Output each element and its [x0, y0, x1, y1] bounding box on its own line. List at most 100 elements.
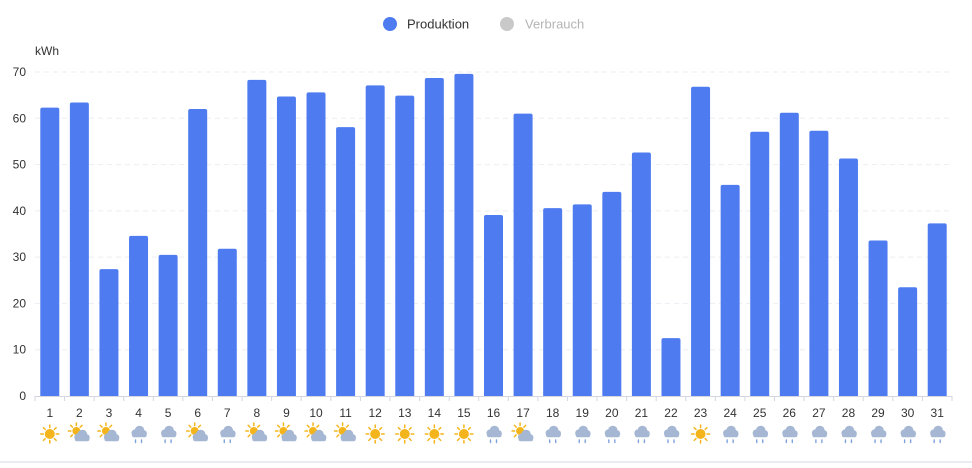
- rain-icon: [131, 425, 147, 444]
- bar-day-6[interactable]: [188, 109, 208, 397]
- x-tick-label: 4: [135, 406, 142, 420]
- y-tick-label: 40: [13, 204, 27, 218]
- x-tick-label: 22: [664, 406, 678, 420]
- bar-day-27[interactable]: [809, 130, 829, 397]
- x-tick-label: 1: [46, 406, 53, 420]
- y-axis-label: kWh: [35, 44, 59, 58]
- bar-day-28[interactable]: [838, 158, 858, 396]
- x-tick-label: 10: [309, 406, 323, 420]
- sun-cloud-icon: [274, 422, 297, 442]
- rain-icon: [545, 425, 562, 444]
- legend-item-produktion[interactable]: Produktion: [383, 17, 469, 32]
- legend-marker-verbrauch: [500, 17, 514, 31]
- x-tick-label: 15: [457, 406, 471, 420]
- x-tick-label: 2: [76, 406, 83, 420]
- y-axis-ticks: 0 10 20 30 40 50 60 70: [13, 65, 27, 403]
- legend-marker-produktion: [383, 17, 397, 31]
- x-tick-label: 28: [842, 406, 856, 420]
- bar-day-9[interactable]: [276, 96, 296, 396]
- rain-icon: [841, 425, 857, 444]
- x-tick-label: 8: [254, 406, 261, 420]
- bar-day-13[interactable]: [395, 95, 415, 396]
- y-tick-label: 20: [13, 296, 27, 310]
- bar-day-4[interactable]: [129, 235, 149, 396]
- bar-day-2[interactable]: [69, 102, 89, 396]
- rain-icon: [752, 425, 769, 444]
- x-axis: [34, 396, 953, 401]
- legend-label-produktion: Produktion: [407, 17, 469, 32]
- x-tick-label: 31: [931, 406, 945, 420]
- bar-day-11[interactable]: [336, 127, 356, 396]
- bar-day-16[interactable]: [484, 215, 503, 396]
- bar-day-7[interactable]: [217, 248, 237, 396]
- bar-day-15[interactable]: [454, 73, 474, 396]
- x-tick-label: 30: [901, 406, 915, 420]
- bar-day-24[interactable]: [720, 184, 740, 396]
- y-tick-label: 50: [13, 158, 27, 172]
- rain-icon: [161, 425, 177, 444]
- rain-icon: [486, 425, 502, 444]
- sun-cloud-icon: [185, 422, 209, 442]
- sun-icon: [40, 424, 60, 444]
- bar-day-30[interactable]: [898, 287, 918, 396]
- rain-icon: [634, 425, 650, 444]
- sun-cloud-icon: [245, 422, 268, 442]
- legend-label-verbrauch: Verbrauch: [525, 17, 584, 32]
- bar-day-25[interactable]: [750, 131, 770, 397]
- sun-icon: [424, 424, 445, 444]
- x-tick-label: 5: [165, 406, 172, 420]
- x-tick-label: 6: [194, 406, 201, 420]
- sun-icon: [454, 424, 474, 444]
- bar-day-20[interactable]: [602, 191, 622, 396]
- bar-day-8[interactable]: [247, 79, 267, 397]
- x-tick-label: 12: [368, 406, 382, 420]
- x-tick-label: 7: [224, 406, 231, 420]
- weather-icons: [40, 422, 946, 444]
- x-axis-labels: 1 2 3 4 5 6 7 8 9 10 11 12 13 14 15 16 17 18 19 20 21 22 23 24 2…: [46, 406, 944, 420]
- bar-day-26[interactable]: [779, 112, 799, 396]
- sun-icon: [365, 424, 385, 444]
- x-tick-label: 26: [783, 406, 797, 420]
- x-tick-label: 17: [516, 406, 530, 420]
- x-tick-label: 19: [576, 406, 590, 420]
- sun-cloud-icon: [511, 422, 534, 442]
- rain-icon: [900, 425, 917, 444]
- rain-icon: [663, 425, 680, 444]
- x-tick-label: 14: [428, 406, 442, 420]
- bottom-divider: [0, 461, 972, 463]
- x-tick-label: 3: [106, 406, 113, 420]
- bar-day-29[interactable]: [868, 240, 888, 396]
- x-tick-label: 21: [635, 406, 649, 420]
- x-tick-label: 20: [605, 406, 619, 420]
- x-tick-label: 9: [283, 406, 290, 420]
- bar-day-1[interactable]: [40, 107, 60, 396]
- y-tick-label: 0: [19, 389, 26, 403]
- bar-day-18[interactable]: [543, 208, 563, 396]
- y-tick-label: 60: [13, 111, 27, 125]
- sun-cloud-icon: [304, 422, 327, 442]
- x-tick-label: 24: [723, 406, 737, 420]
- bar-day-14[interactable]: [424, 78, 444, 396]
- x-tick-label: 16: [487, 406, 501, 420]
- x-tick-label: 11: [339, 406, 352, 420]
- sun-cloud-icon: [97, 422, 120, 442]
- x-tick-label: 13: [398, 406, 412, 420]
- bar-day-19[interactable]: [572, 204, 592, 396]
- bar-day-22[interactable]: [661, 338, 681, 396]
- rain-icon: [723, 425, 739, 444]
- rain-icon: [575, 425, 591, 444]
- rain-icon: [870, 425, 887, 444]
- bar-day-10[interactable]: [306, 92, 326, 396]
- bar-day-31[interactable]: [927, 223, 947, 396]
- x-tick-label: 27: [812, 406, 826, 420]
- sun-icon: [690, 424, 711, 444]
- bar-day-12[interactable]: [365, 85, 385, 397]
- legend-item-verbrauch[interactable]: Verbrauch: [500, 17, 584, 32]
- y-tick-label: 70: [13, 65, 27, 79]
- bar-day-17[interactable]: [513, 113, 533, 397]
- bar-day-21[interactable]: [631, 152, 651, 396]
- bar-day-23[interactable]: [691, 86, 711, 396]
- bar-day-5[interactable]: [158, 254, 178, 396]
- bar-day-3[interactable]: [99, 269, 119, 396]
